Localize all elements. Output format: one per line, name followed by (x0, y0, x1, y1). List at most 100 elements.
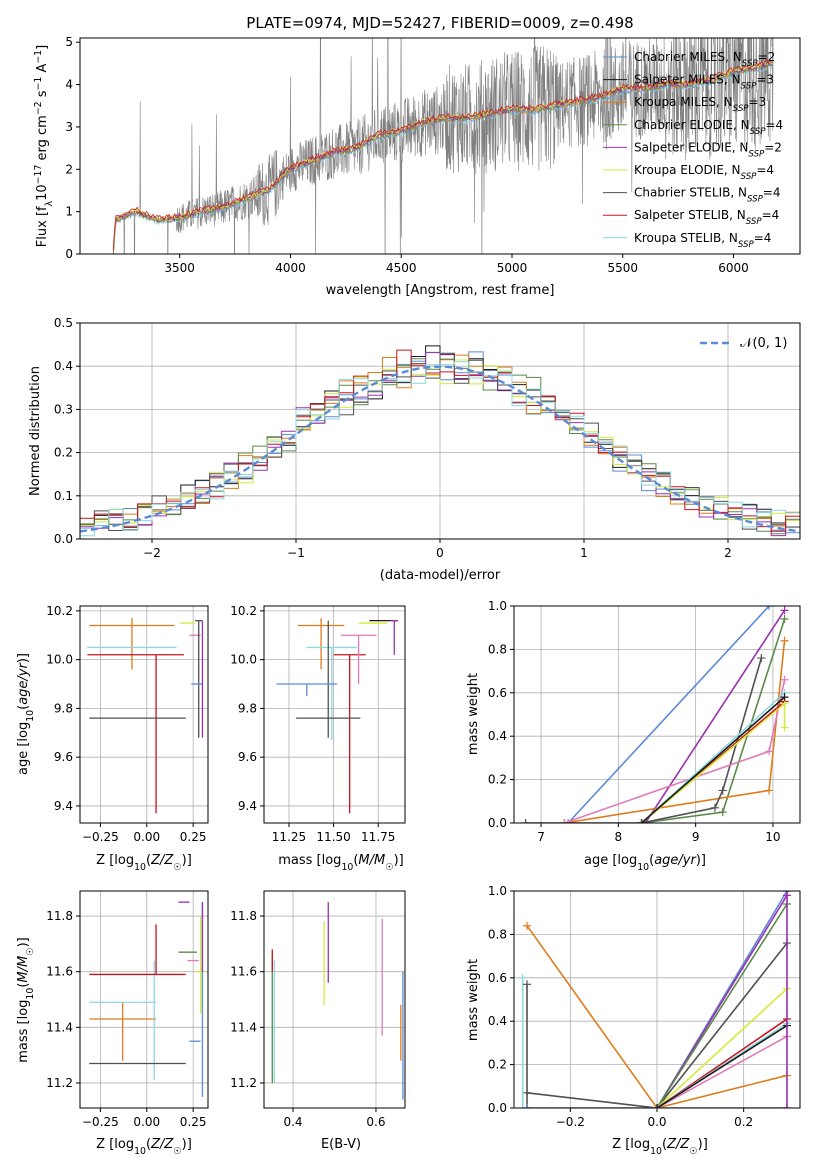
series-marker (765, 606, 774, 610)
y-tick-label: 0 (65, 247, 73, 261)
x-axis-label: Z [log10(Z/Z☉)] (612, 1137, 708, 1157)
series-marker (523, 921, 531, 930)
x-tick-label: −0.2 (556, 1115, 585, 1129)
y-tick-label: 0.4 (488, 729, 507, 743)
series-marker (780, 723, 789, 732)
y-tick-label: 11.2 (46, 1076, 73, 1090)
x-tick-label: −1 (287, 546, 305, 560)
series-marker (710, 803, 719, 812)
series-line (656, 1035, 788, 1108)
legend-label: Kroupa STELIB, NSSP=4 (634, 231, 771, 250)
y-tick-label: 10.2 (230, 604, 257, 618)
axes-frame (79, 605, 209, 824)
x-tick-label: −0.25 (82, 1115, 119, 1129)
y-axis-label: Normed distribution (28, 366, 43, 496)
y-tick-label: 0.0 (54, 532, 73, 546)
y-tick-label: 11.2 (230, 1076, 257, 1090)
y-tick-label: 5 (65, 35, 73, 49)
series-line (641, 696, 786, 823)
x-tick-label: −0.25 (82, 830, 119, 844)
x-tick-label: 4500 (386, 261, 417, 275)
series-marker (560, 819, 569, 823)
y-tick-label: 11.4 (46, 1020, 73, 1034)
x-tick-label: 5000 (497, 261, 528, 275)
y-tick-label: 4 (65, 78, 73, 92)
y-tick-label: 9.6 (54, 750, 73, 764)
y-tick-label: 9.6 (238, 750, 257, 764)
y-tick-label: 0.1 (54, 489, 73, 503)
y-tick-label: 0.4 (488, 1014, 507, 1028)
data-point (195, 619, 203, 738)
axes-frame (263, 890, 406, 1109)
data-point (333, 654, 366, 814)
panel-massweight_vs_z: −0.2 0.0 0.2 0.0 0.2 0.4 0.6 0.8 1.0 (488, 884, 801, 1129)
data-point (296, 620, 361, 738)
x-tick-label: 9 (692, 830, 700, 844)
series-marker (518, 973, 527, 982)
model-spectrum (112, 59, 773, 250)
y-tick-label: 0.3 (54, 402, 73, 416)
series-marker (780, 636, 789, 645)
x-axis-label: age [log10(age/yr)] (584, 853, 706, 873)
y-tick-label: 0.6 (488, 971, 507, 985)
chart-title: PLATE=0974, MJD=52427, FIBERID=0009, z=0… (246, 14, 633, 32)
panel-age_vs_mass: 11.25 11.50 11.75 9.4 9.6 9.8 10.0 10.2 (230, 604, 406, 844)
y-axis-label: mass weight (466, 673, 481, 755)
x-axis-label: Z [log10(Z/Z☉)] (96, 853, 192, 873)
x-tick-label: 2 (724, 546, 732, 560)
residual-histogram (80, 349, 800, 538)
series-line (656, 988, 788, 1108)
panel-residuals: −2 −1 0 1 2 0.0 0.1 0.2 0.3 0.4 0.5 (54, 316, 801, 560)
legend-label: Chabrier MILES, NSSP=2 (634, 50, 775, 69)
x-tick-label: 0.00 (133, 830, 160, 844)
series-marker (765, 786, 774, 795)
x-tick-label: 11.50 (316, 830, 350, 844)
x-tick-label: 10 (765, 830, 780, 844)
series-marker (780, 693, 789, 702)
y-tick-label: 1.0 (488, 599, 507, 613)
legend-label: Salpeter STELIB, NSSP=4 (634, 208, 779, 227)
x-tick-label: 3500 (164, 261, 195, 275)
y-tick-label: 0.4 (54, 359, 73, 373)
y-tick-label: 2 (65, 162, 73, 176)
series-line (656, 1024, 788, 1108)
x-tick-label: −2 (143, 546, 161, 560)
legend-label: Kroupa MILES, NSSP=3 (634, 95, 766, 114)
data-point (306, 646, 357, 741)
y-tick-label: 0.0 (488, 816, 507, 830)
x-tick-label: 0.6 (366, 1115, 385, 1129)
series-marker (521, 819, 530, 823)
y-tick-label: 11.4 (230, 1020, 257, 1034)
x-tick-label: 0 (436, 546, 444, 560)
y-tick-label: 11.6 (46, 965, 73, 979)
series-line (567, 606, 770, 823)
x-tick-label: 0.25 (180, 1115, 207, 1129)
series-marker (780, 615, 789, 624)
legend-label: Chabrier STELIB, NSSP=4 (634, 186, 781, 205)
x-tick-label: 11.25 (272, 830, 306, 844)
axes-frame (79, 37, 801, 255)
plot-area (271, 902, 404, 1100)
panel-spectrum: 3500 4000 4500 5000 5500 6000 0 1 2 3 4 5 (65, 35, 801, 275)
series-marker (523, 980, 531, 989)
series-line (526, 942, 788, 1108)
axes-frame (263, 605, 406, 824)
y-tick-label: 0.2 (54, 446, 73, 460)
x-tick-label: 4000 (275, 261, 306, 275)
x-tick-label: 0.00 (133, 1115, 160, 1129)
legend-label: Kroupa ELODIE, NSSP=4 (634, 163, 774, 182)
plot-area (518, 891, 791, 1108)
series-line (644, 609, 786, 823)
y-tick-label: 0.5 (54, 316, 73, 330)
data-point (297, 618, 345, 670)
series-marker (718, 808, 727, 817)
x-tick-label: 0.2 (734, 1115, 753, 1129)
x-tick-label: 0.0 (647, 1115, 666, 1129)
y-axis-label: Flux [fλ10−17 erg cm−2 s−1 A−1] (33, 45, 55, 247)
data-point (89, 1002, 157, 1061)
gaussian-curve (80, 365, 800, 533)
series-line (526, 925, 788, 1108)
x-axis-label: wavelength [Angstrom, rest frame] (326, 283, 555, 298)
series-marker (765, 747, 774, 756)
x-tick-label: 1 (580, 546, 588, 560)
